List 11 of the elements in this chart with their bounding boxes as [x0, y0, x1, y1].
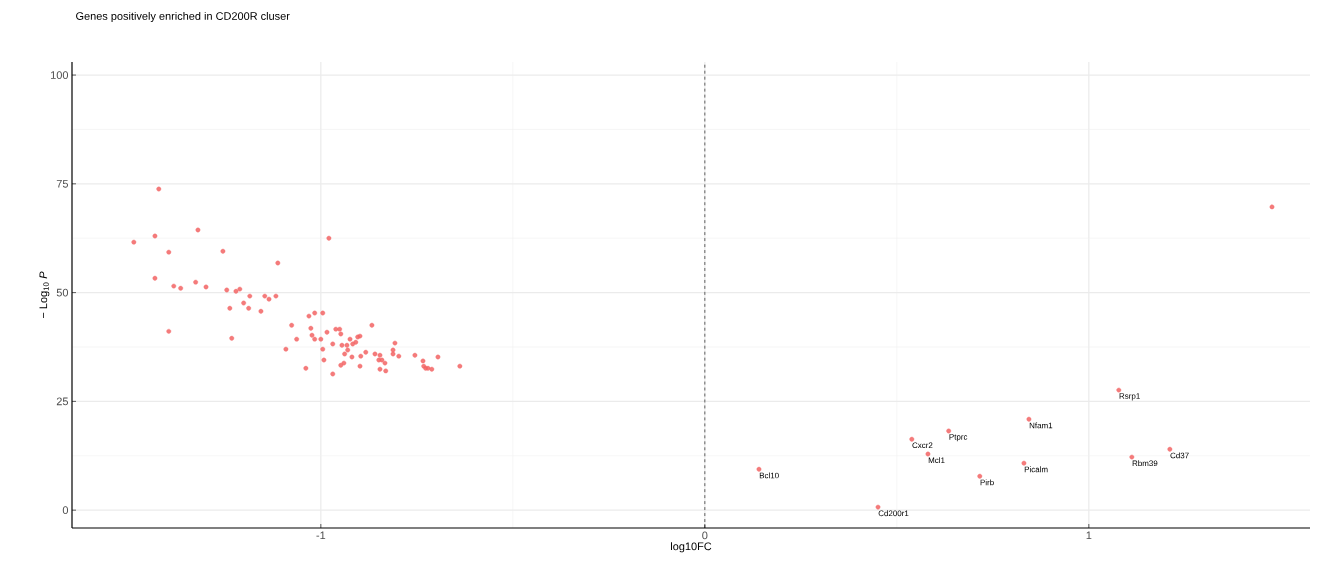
x-tick-label: -1 [316, 531, 326, 540]
y-tick-label: 25 [56, 397, 69, 406]
chart-title: Genes positively enriched in CD200R cluser [76, 11, 290, 23]
y-tick-label: 100 [51, 71, 69, 79]
x-tick-label: 1 [1086, 531, 1092, 540]
y-axis-title: − Log$_{10}$ P [39, 271, 50, 319]
y-tick-label: 75 [56, 180, 69, 188]
x-tick-label: 0 [702, 531, 708, 540]
y-tick-label: 0 [62, 506, 69, 515]
y-tick-label: 50 [56, 288, 69, 297]
x-axis-title: log10FC [671, 542, 712, 553]
